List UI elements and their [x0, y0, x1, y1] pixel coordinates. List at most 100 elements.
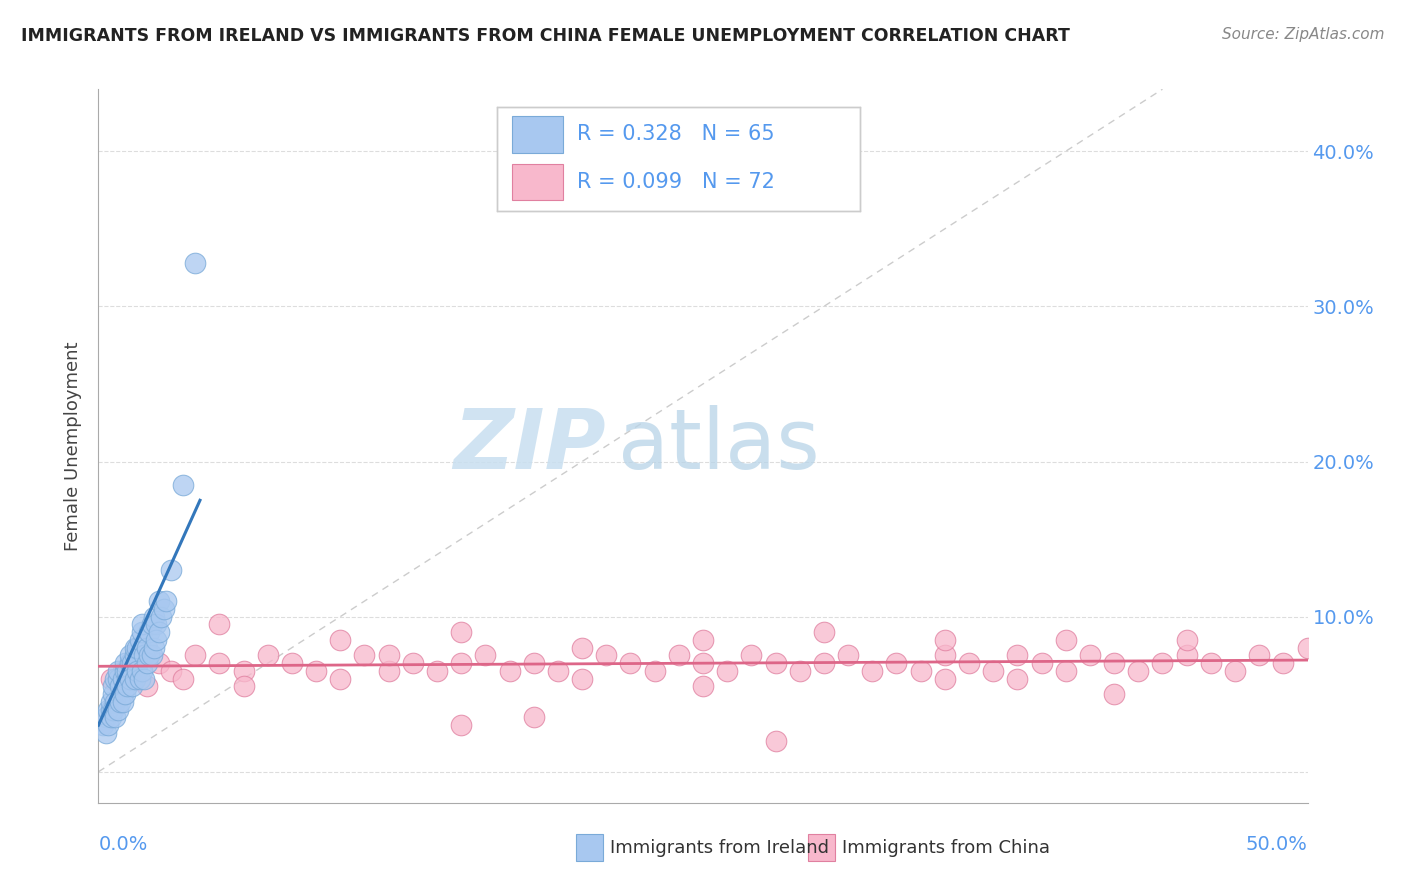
Point — [117, 664, 139, 678]
Point — [1152, 656, 1174, 670]
Point — [934, 672, 956, 686]
Point — [232, 664, 254, 678]
Point — [124, 672, 146, 686]
Point — [1128, 664, 1150, 678]
Point — [152, 602, 174, 616]
Point — [184, 256, 207, 270]
Point — [111, 664, 134, 678]
Point — [934, 632, 956, 647]
Point — [1007, 672, 1029, 686]
Point — [1054, 632, 1077, 647]
Point — [1223, 664, 1246, 678]
Point — [121, 656, 143, 670]
Point — [692, 632, 714, 647]
Point — [450, 718, 472, 732]
Point — [141, 617, 163, 632]
Point — [101, 687, 124, 701]
Point — [160, 664, 183, 678]
Point — [143, 640, 166, 655]
Point — [100, 672, 122, 686]
Point — [184, 648, 207, 663]
Point — [107, 664, 129, 678]
Point — [1054, 664, 1077, 678]
Point — [837, 648, 859, 663]
Point — [155, 594, 177, 608]
Point — [145, 632, 167, 647]
Point — [172, 672, 194, 686]
Text: Immigrants from China: Immigrants from China — [842, 838, 1050, 856]
Point — [571, 672, 593, 686]
Point — [100, 710, 122, 724]
Point — [934, 648, 956, 663]
Point — [134, 672, 156, 686]
Point — [107, 672, 129, 686]
Text: 0.0%: 0.0% — [98, 835, 148, 854]
Point — [135, 680, 157, 694]
Point — [148, 656, 170, 670]
Point — [860, 664, 883, 678]
Point — [957, 656, 980, 670]
Point — [1296, 640, 1319, 655]
Point — [547, 664, 569, 678]
Point — [716, 664, 738, 678]
Text: atlas: atlas — [619, 406, 820, 486]
Y-axis label: Female Unemployment: Female Unemployment — [65, 342, 83, 550]
Point — [128, 632, 150, 647]
Point — [1031, 656, 1053, 670]
Point — [128, 672, 150, 686]
Point — [450, 656, 472, 670]
Point — [329, 632, 352, 647]
Point — [121, 664, 143, 678]
Point — [104, 672, 127, 686]
Point — [127, 656, 149, 670]
Point — [118, 656, 141, 670]
Text: Immigrants from Ireland: Immigrants from Ireland — [610, 838, 830, 856]
Point — [692, 680, 714, 694]
FancyBboxPatch shape — [576, 834, 603, 862]
Point — [124, 648, 146, 663]
Point — [97, 718, 120, 732]
Point — [1175, 632, 1198, 647]
Point — [114, 664, 136, 678]
Point — [94, 726, 117, 740]
Point — [595, 648, 617, 663]
Text: ZIP: ZIP — [454, 406, 606, 486]
Point — [108, 695, 131, 709]
Point — [523, 710, 546, 724]
Point — [377, 648, 399, 663]
Point — [131, 617, 153, 632]
Point — [450, 625, 472, 640]
Point — [100, 703, 122, 717]
Point — [813, 656, 835, 670]
Point — [1249, 648, 1271, 663]
Point — [160, 563, 183, 577]
Point — [114, 656, 136, 670]
Point — [121, 680, 143, 694]
Point — [138, 648, 160, 663]
Point — [131, 625, 153, 640]
Point — [104, 710, 127, 724]
Point — [143, 609, 166, 624]
FancyBboxPatch shape — [808, 834, 835, 862]
Point — [1102, 656, 1125, 670]
Point — [402, 656, 425, 670]
Point — [118, 648, 141, 663]
Point — [135, 640, 157, 655]
Point — [111, 672, 134, 686]
Point — [886, 656, 908, 670]
Point — [981, 664, 1004, 678]
Point — [104, 695, 127, 709]
Point — [789, 664, 811, 678]
Point — [208, 656, 231, 670]
Point — [571, 640, 593, 655]
Point — [1175, 648, 1198, 663]
Text: Source: ZipAtlas.com: Source: ZipAtlas.com — [1222, 27, 1385, 42]
Point — [111, 687, 134, 701]
Point — [127, 664, 149, 678]
Point — [145, 617, 167, 632]
Point — [474, 648, 496, 663]
Text: 50.0%: 50.0% — [1246, 835, 1308, 854]
Point — [134, 648, 156, 663]
Point — [1199, 656, 1222, 670]
Point — [1078, 648, 1101, 663]
